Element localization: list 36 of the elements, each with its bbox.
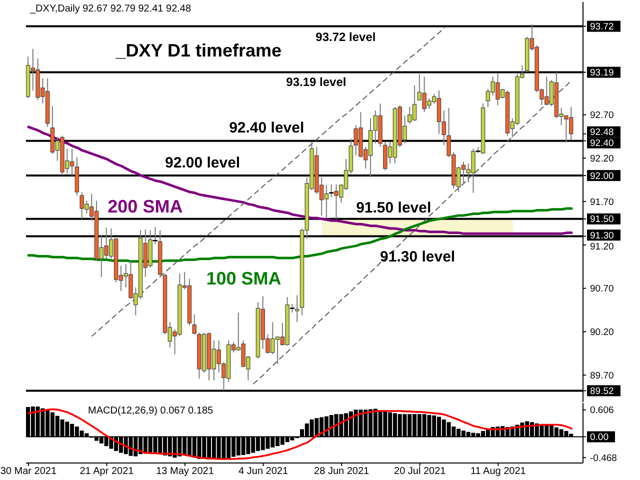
ref-line-label: 93.19 level bbox=[286, 75, 346, 90]
y-tick-label: 91.20 bbox=[590, 241, 614, 252]
ref-line-label: 92.00 level bbox=[165, 154, 240, 172]
y-tick-label: 93.19 bbox=[590, 68, 614, 79]
x-tick-label: 30 Mar 2021 bbox=[0, 466, 57, 478]
ref-line-label: 91.30 level bbox=[380, 248, 456, 266]
y-tick-label: 89.52 bbox=[590, 386, 614, 398]
y-tick-label: 89.70 bbox=[590, 370, 614, 382]
chart-subtitle: _DXY,Daily 92.67 92.79 92.41 92.48 bbox=[30, 3, 192, 15]
text: _DXY D1 timeframe bbox=[116, 40, 282, 62]
x-tick-label: 13 May 2021 bbox=[156, 466, 214, 478]
series-label: 100 SMA bbox=[206, 268, 282, 290]
y-tick-label: 92.20 bbox=[590, 154, 614, 165]
ref-line-label: 93.72 level bbox=[316, 30, 376, 46]
ref-line-label: 92.40 level bbox=[229, 119, 304, 136]
y-tick-label: 92.40 bbox=[590, 138, 614, 150]
y-tick-label: 91.30 bbox=[590, 230, 614, 242]
y-tick-label: 91.50 bbox=[590, 214, 614, 226]
y-tick-label: 0.00 bbox=[590, 432, 608, 444]
y-tick-label: 90.70 bbox=[590, 284, 614, 295]
x-tick-label: 11 Aug 2021 bbox=[470, 466, 526, 478]
y-tick-label: 92.00 bbox=[590, 170, 614, 182]
x-tick-label: 28 Jun 2021 bbox=[314, 466, 370, 478]
y-tick-label: 92.70 bbox=[590, 110, 614, 122]
ref-line-label: 91.50 level bbox=[356, 199, 432, 217]
y-tick-label: 90.20 bbox=[590, 327, 614, 338]
chart-title: MACD(12,26,9) 0.067 0.185 bbox=[88, 405, 214, 417]
y-tick-label: 0.606 bbox=[590, 405, 614, 416]
x-tick-label: 20 Jul 2021 bbox=[394, 466, 446, 478]
x-tick-label: 21 Apr 2021 bbox=[80, 466, 134, 478]
series-label: 200 SMA bbox=[108, 196, 183, 218]
y-tick-label: -0.468 bbox=[590, 452, 617, 464]
y-tick-label: 92.48 bbox=[590, 127, 614, 138]
y-tick-label: 93.72 bbox=[590, 22, 614, 33]
y-tick-label: 91.70 bbox=[590, 196, 614, 208]
x-tick-label: 4 Jun 2021 bbox=[238, 466, 288, 478]
